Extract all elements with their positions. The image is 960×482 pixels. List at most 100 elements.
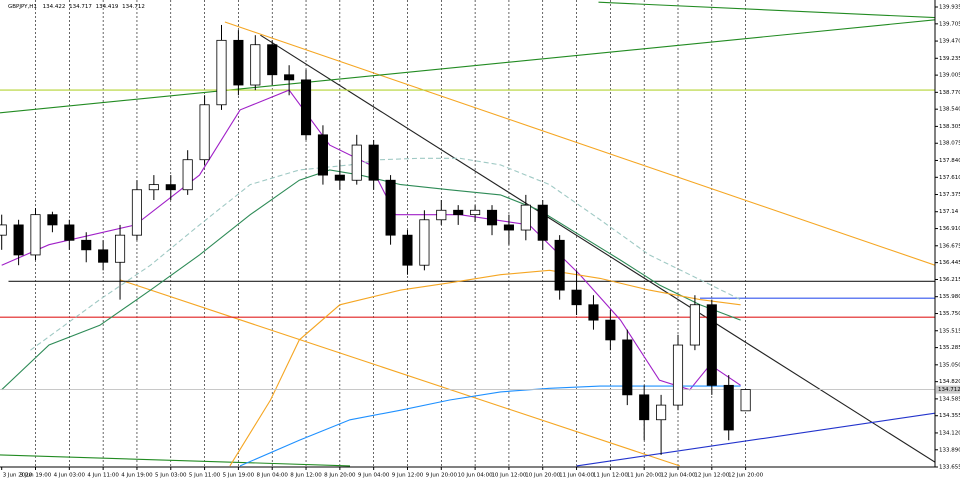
candle-body [537,204,548,241]
y-tick-label: 139.470 [939,39,960,45]
candle-body [300,79,312,136]
y-tick-label: 136.445 [939,260,960,266]
candle-body [723,384,734,431]
x-tick-label: 12 Jun 04:00 [661,473,696,479]
x-tick-label: 11 Jun 04:00 [559,473,594,479]
header: GBPJPY,H1 134.422 134.717 134.419 134.71… [8,4,145,10]
candle-body [216,39,227,106]
y-tick-label: 137.375 [939,192,960,198]
y-tick-label: 136.215 [939,277,960,283]
candle-body [672,344,684,406]
candle-body [284,74,295,81]
candle-body [317,134,328,176]
x-tick-label: 5 Jun 11:00 [189,473,221,479]
high-value: 134.717 [69,4,92,10]
x-tick-label: 12 Jun 20:00 [728,473,763,479]
y-tick-label: 135.980 [939,294,960,300]
x-tick-label: 3 Jun 2020 [3,473,33,479]
candle-body [182,159,193,191]
y-tick-label: 139.935 [939,5,960,11]
candle-body [706,304,717,386]
y-tick-label: 135.515 [939,328,960,334]
candle-body [656,404,667,421]
candle-body [64,224,75,241]
symbol: GBPJPY,H1 [8,4,37,10]
candle-body [639,394,650,421]
x-tick-label: 8 Jun 12:00 [290,473,322,479]
candle-body [267,44,278,76]
current-price-box [936,385,960,394]
candle-body [419,219,430,266]
x-tick-label: 5 Jun 03:00 [155,473,187,479]
trend-line [119,279,680,467]
y-tick-label: 137.610 [939,175,960,181]
y-tick-label: 137.840 [939,158,960,164]
y-tick-label: 138.075 [939,141,960,147]
x-tick-label: 8 Jun 20:00 [324,473,356,479]
close-value: 134.712 [122,4,145,10]
candle-body [47,214,58,226]
y-tick-label: 138.305 [939,124,960,130]
candle-body [13,224,24,256]
candle-body [503,224,514,231]
open-value: 134.422 [43,4,66,10]
x-tick-label: 5 Jun 19:00 [223,473,255,479]
candle-body [114,234,126,263]
y-tick-label: 137.14 [939,209,959,215]
x-tick-label: 4 Jun 03:00 [54,473,86,479]
x-tick-label: 9 Jun 20:00 [426,473,458,479]
candle-body [250,44,261,86]
candle-body [520,204,531,231]
y-tick-label: 134.585 [939,396,960,402]
x-tick-label: 10 Jun 20:00 [525,473,560,479]
trend-line [576,412,935,467]
candle-body [199,104,210,161]
y-tick-label: 136.675 [939,243,960,249]
y-tick-label: 139.705 [939,21,960,27]
y-tick-label: 136.910 [939,226,960,232]
y-tick-label: 134.120 [939,430,960,436]
candle-body [605,319,616,341]
candle-body [402,234,413,266]
candle-body [165,184,176,191]
x-tick-label: 9 Jun 04:00 [358,473,390,479]
y-tick-label: 135.285 [939,345,960,351]
moving-average [229,269,741,467]
x-tick-label: 4 Jun 11:00 [87,473,119,479]
candle-body [131,189,143,236]
candle-body [233,39,244,86]
x-tick-label: 4 Jun 19:00 [121,473,153,479]
candle-body [81,239,92,251]
x-tick-label: 8 Jun 04:00 [256,473,288,479]
candle-body [436,209,447,221]
candle-body [571,289,582,306]
candle-body [554,239,565,291]
candle-body [588,304,599,321]
x-tick-label: 12 Jun 12:00 [694,473,729,479]
plot-area [0,0,935,467]
current-price-label: 134.712 [938,387,960,393]
y-tick-label: 134.355 [939,413,960,419]
x-tick-label: 11 Jun 12:00 [593,473,628,479]
candle-body [334,174,345,181]
x-tick-label: 3 Jun 19:00 [20,473,52,479]
y-tick-label: 134.820 [939,379,960,385]
y-tick-label: 135.750 [939,311,960,317]
candle-body [470,209,481,216]
candle-body [740,389,751,412]
x-tick-label: 11 Jun 20:00 [627,473,662,479]
y-tick-label: 133.890 [939,447,960,453]
trend-line [0,454,351,467]
y-tick-label: 133.655 [939,465,960,471]
candle-body [486,209,498,226]
x-tick-label: 9 Jun 12:00 [392,473,424,479]
candle-body [689,304,700,346]
x-tick-label: 10 Jun 12:00 [491,473,526,479]
y-tick-label: 139.235 [939,56,960,62]
x-tick-label: 10 Jun 04:00 [458,473,493,479]
trend-line [224,21,935,266]
candle-body [0,224,7,236]
moving-average [239,385,741,467]
